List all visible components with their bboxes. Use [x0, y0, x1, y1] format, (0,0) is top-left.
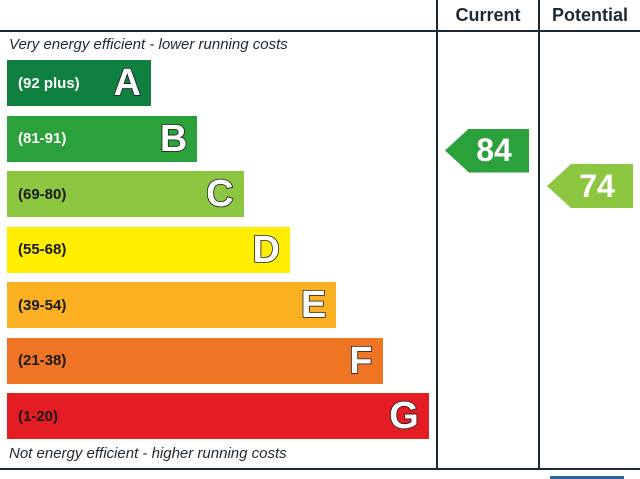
divider-potential-left: [538, 0, 540, 470]
rating-arrow-potential: 74: [547, 164, 633, 208]
band-a: (92 plus) A: [7, 60, 151, 106]
band-range-label: (69-80): [18, 185, 67, 203]
band-range-label: (55-68): [18, 241, 67, 258]
band-range-label: (21-38): [18, 352, 67, 369]
rating-arrow-current: 84: [445, 128, 529, 173]
band-letter: E: [300, 284, 327, 326]
bottom-note: Not energy efficient - higher running co…: [9, 445, 287, 462]
band-range-label: (92 plus): [18, 74, 80, 92]
band-letter: C: [205, 173, 234, 215]
band-letter: B: [159, 117, 188, 160]
band-letter: F: [348, 339, 373, 382]
band-c: (69-80) C: [7, 171, 244, 217]
band-letter: D: [252, 228, 281, 271]
column-header-potential: Potential: [551, 4, 628, 25]
band-g: (1-20) G: [7, 393, 429, 439]
band-d: (55-68) D: [7, 226, 290, 273]
bottom-border: [0, 468, 640, 470]
top-note: Very energy efficient - lower running co…: [9, 36, 288, 53]
band-f: (21-38) F: [7, 337, 383, 384]
band-e: (39-54) E: [7, 282, 337, 328]
band-letter: A: [113, 62, 142, 104]
band-range-label: (1-20): [18, 407, 59, 425]
column-header-current: Current: [455, 4, 521, 25]
page-tab-indicator: [550, 476, 624, 479]
divider-current-left: [436, 0, 438, 470]
band-range-label: (39-54): [18, 296, 67, 314]
header-divider: [0, 30, 640, 32]
band-range-label: (81-91): [18, 130, 67, 147]
band-b: (81-91) B: [7, 115, 198, 162]
band-letter: G: [388, 395, 419, 437]
